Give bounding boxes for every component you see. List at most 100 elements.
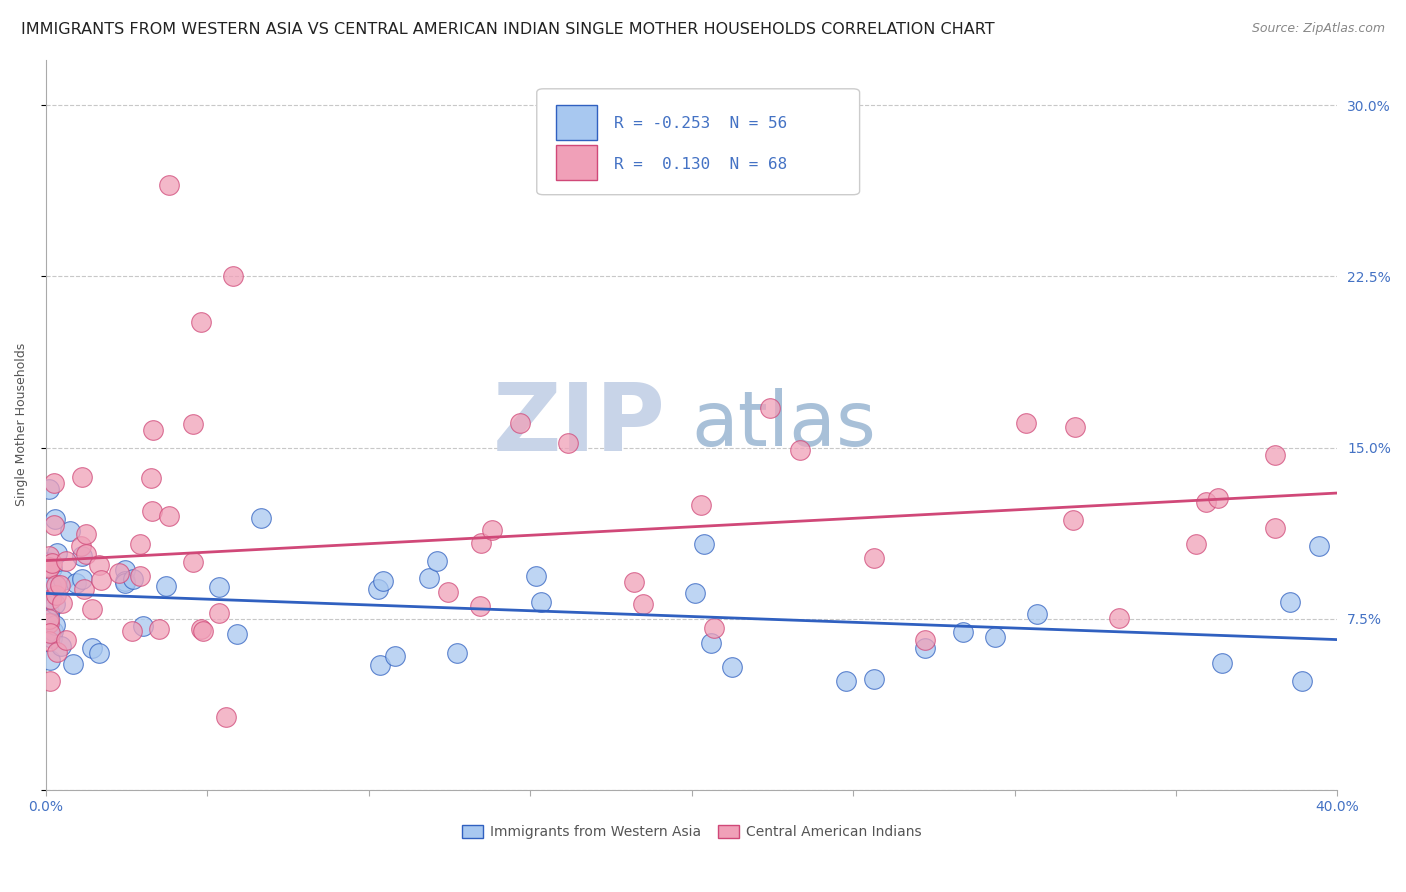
Point [45,588,67,602]
Point [157,509,180,524]
Point [181,555,204,569]
Point [114,575,136,590]
Y-axis label: Single Mother Households: Single Mother Households [15,343,28,507]
Point [114,563,136,577]
Text: R =  0.130  N = 68: R = 0.130 N = 68 [614,156,787,171]
Point [1206,491,1229,506]
Point [41,561,63,575]
Point [141,504,163,518]
Point [90,573,112,587]
Point [1263,521,1285,535]
Point [39,579,62,593]
Point [693,537,716,551]
Point [41,631,63,645]
Point [44,618,66,632]
Point [1308,539,1330,553]
Point [114,574,136,588]
Point [87,646,110,660]
Point [80,601,103,615]
Point [1264,448,1286,462]
FancyBboxPatch shape [557,145,598,180]
Point [984,630,1007,644]
Point [703,621,725,635]
Point [39,653,62,667]
Point [42,475,65,490]
Point [44,598,66,612]
Point [191,624,214,638]
Point [75,547,97,561]
Point [73,582,96,597]
Point [481,523,503,537]
Point [1026,607,1049,622]
Text: IMMIGRANTS FROM WESTERN ASIA VS CENTRAL AMERICAN INDIAN SINGLE MOTHER HOUSEHOLDS: IMMIGRANTS FROM WESTERN ASIA VS CENTRAL … [21,22,994,37]
Point [1062,513,1084,527]
Point [1279,595,1302,609]
Point [384,648,406,663]
Point [1195,495,1218,509]
Text: R = -0.253  N = 56: R = -0.253 N = 56 [614,116,787,130]
Point [470,599,492,613]
Point [631,597,654,611]
Point [129,537,152,551]
Point [371,574,394,588]
Point [70,470,93,484]
Point [70,573,93,587]
Point [38,560,60,574]
Point [436,585,458,599]
Point [789,443,811,458]
Point [39,591,62,606]
Point [249,510,271,524]
Point [59,524,82,538]
Point [139,471,162,485]
Point [45,645,67,659]
Point [38,578,60,592]
Point [426,554,449,568]
Point [38,483,60,497]
Point [914,641,936,656]
Point [863,672,886,686]
Point [80,641,103,656]
Point [181,417,204,432]
Point [720,660,742,674]
Point [38,608,60,623]
Point [48,578,70,592]
Point [38,605,60,619]
Point [524,569,547,583]
Point [38,549,60,563]
Point [62,657,84,672]
Point [44,518,66,533]
Point [52,573,75,587]
Point [75,527,97,541]
Point [38,561,60,575]
Point [46,546,69,560]
Point [759,401,782,415]
Point [557,436,579,450]
Point [368,657,391,672]
Point [38,615,60,630]
Point [51,639,73,653]
FancyBboxPatch shape [537,89,859,194]
FancyBboxPatch shape [557,105,598,140]
Point [509,416,531,430]
Point [148,622,170,636]
Text: Source: ZipAtlas.com: Source: ZipAtlas.com [1251,22,1385,36]
Point [51,596,73,610]
Point [623,575,645,590]
Point [157,178,180,193]
Point [155,579,177,593]
Point [39,626,62,640]
Point [689,498,711,512]
Point [38,633,60,648]
Point [70,540,93,554]
Point [38,556,60,570]
Point [367,582,389,596]
Point [470,536,492,550]
Point [225,627,247,641]
Point [42,624,65,639]
Point [55,632,77,647]
Text: atlas: atlas [692,388,876,462]
Point [1211,657,1233,671]
Point [55,554,77,568]
Point [208,580,231,594]
Point [1014,416,1036,430]
